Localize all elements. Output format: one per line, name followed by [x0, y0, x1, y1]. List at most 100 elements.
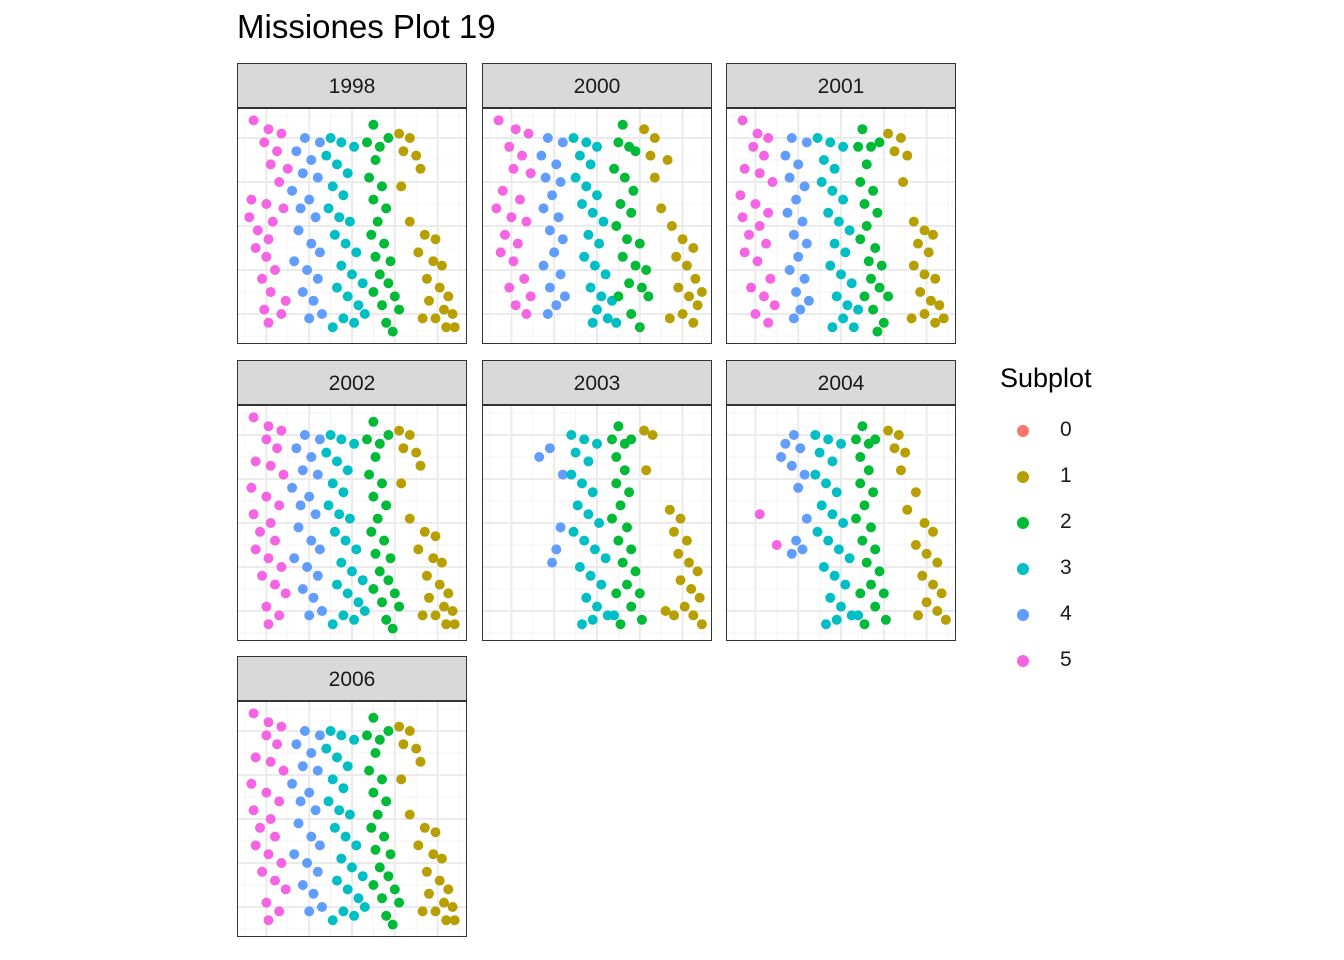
data-point	[510, 124, 521, 135]
data-point	[848, 322, 859, 333]
data-point	[449, 619, 460, 630]
data-point	[767, 177, 778, 187]
data-point	[302, 858, 313, 868]
data-point	[263, 553, 274, 564]
data-point	[831, 614, 842, 625]
data-point	[827, 185, 838, 196]
data-point	[752, 256, 763, 267]
data-point	[523, 128, 534, 139]
data-point	[829, 570, 840, 581]
data-point	[859, 291, 870, 302]
data-point	[338, 190, 349, 201]
data-point	[368, 416, 379, 427]
data-point	[857, 124, 868, 135]
facet-strip-label: 1998	[328, 75, 376, 98]
data-point	[932, 606, 943, 616]
data-point	[297, 168, 308, 179]
data-point	[519, 273, 530, 284]
data-point	[443, 291, 454, 302]
data-point	[497, 185, 508, 196]
data-point	[430, 313, 441, 324]
data-point	[641, 465, 652, 476]
data-point	[374, 734, 385, 745]
data-point	[664, 504, 675, 515]
data-point	[840, 247, 851, 258]
data-point	[327, 478, 338, 489]
data-point	[366, 822, 377, 833]
data-point	[374, 862, 385, 873]
data-point	[347, 269, 357, 280]
data-point	[600, 269, 611, 280]
data-point	[579, 251, 590, 262]
data-point	[673, 548, 684, 559]
data-point	[868, 487, 879, 498]
data-point	[634, 588, 645, 599]
data-point	[381, 500, 392, 511]
data-point	[383, 430, 394, 440]
data-point	[932, 557, 943, 568]
data-point	[681, 535, 692, 546]
panel-border	[726, 108, 956, 344]
data-point	[246, 194, 257, 205]
data-point	[874, 566, 885, 577]
data-point	[276, 309, 287, 319]
data-point	[609, 163, 620, 174]
data-point	[928, 579, 938, 590]
data-point	[765, 273, 776, 284]
data-point	[910, 540, 921, 550]
data-point	[308, 295, 319, 306]
data-point	[889, 443, 900, 454]
data-point	[857, 535, 868, 546]
data-point	[512, 238, 523, 249]
data-point	[934, 300, 945, 311]
data-point	[662, 155, 673, 165]
data-point	[634, 322, 645, 333]
data-point	[786, 460, 797, 471]
data-point	[374, 269, 385, 280]
data-point	[547, 190, 558, 201]
plot-area	[482, 108, 712, 344]
data-point	[626, 434, 637, 445]
data-point	[428, 553, 439, 564]
legend-key	[1017, 517, 1029, 529]
data-point	[870, 544, 881, 555]
data-point	[677, 309, 688, 319]
legend-label: 1	[1060, 464, 1072, 487]
data-point	[368, 491, 379, 502]
data-point	[919, 269, 930, 280]
data-point	[278, 469, 289, 480]
data-point	[304, 491, 315, 502]
data-point	[793, 159, 804, 170]
data-point	[276, 858, 287, 868]
data-point	[381, 203, 392, 214]
data-point	[553, 212, 564, 223]
data-point	[332, 579, 342, 590]
data-point	[398, 443, 409, 454]
data-point	[928, 526, 938, 537]
data-point	[370, 844, 381, 855]
data-point	[434, 282, 445, 293]
data-point	[304, 787, 315, 798]
data-point	[255, 526, 265, 537]
legend: Subplot 0 1 2 3 4 5	[1000, 360, 1140, 690]
data-point	[370, 452, 381, 462]
data-point	[493, 115, 504, 126]
data-point	[696, 287, 707, 297]
data-point	[306, 831, 317, 842]
data-point	[261, 787, 272, 798]
data-point	[349, 614, 360, 625]
data-point	[795, 443, 806, 454]
data-point	[297, 287, 308, 297]
data-point	[302, 265, 313, 275]
data-point	[739, 247, 750, 258]
data-point	[855, 234, 866, 245]
data-point	[334, 212, 345, 223]
data-point	[940, 614, 951, 625]
data-point	[838, 313, 849, 324]
data-point	[816, 500, 827, 511]
data-point	[291, 146, 302, 157]
data-point	[795, 304, 806, 315]
data-point	[404, 430, 415, 440]
data-point	[585, 159, 596, 170]
data-point	[327, 181, 338, 192]
